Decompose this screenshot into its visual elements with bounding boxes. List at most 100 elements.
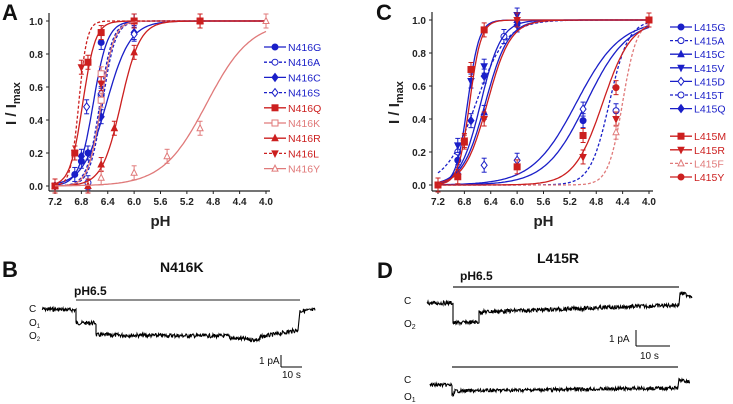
scale-label-time-b: 10 s xyxy=(282,370,301,381)
fit-curve xyxy=(437,19,649,185)
legend-item-l415t: L415T xyxy=(670,90,724,102)
legend-item-l415d: L415D xyxy=(670,76,725,88)
x-tick-label: 7.2 xyxy=(431,197,445,208)
series-n416y xyxy=(55,13,270,187)
legend-marker xyxy=(677,158,685,167)
series-n416s xyxy=(51,20,266,194)
data-point xyxy=(467,66,475,73)
x-tick-label: 4.0 xyxy=(259,197,273,208)
legend-item-n416l: N416L xyxy=(264,148,319,160)
panel-letter-d: D xyxy=(377,258,393,283)
legend-label: L415F xyxy=(694,158,724,170)
data-point xyxy=(84,58,92,66)
x-tick-label: 4.4 xyxy=(616,197,630,208)
x-tick-label: 6.8 xyxy=(74,197,88,208)
panel-letter-a: A xyxy=(2,0,18,25)
legend-label: L415T xyxy=(694,90,724,102)
trace-title-b: N416K xyxy=(160,259,204,275)
data-point xyxy=(97,159,105,168)
series-n416l xyxy=(51,20,266,194)
y-tick-label: 0.0 xyxy=(412,181,426,192)
data-point xyxy=(480,160,488,171)
legend-marker xyxy=(677,173,685,181)
fit-curve xyxy=(438,25,650,186)
data-point xyxy=(97,173,105,181)
legend-marker xyxy=(271,43,279,51)
legend-item-n416r: N416R xyxy=(264,133,321,145)
legend-label: L415M xyxy=(694,131,726,143)
data-point xyxy=(460,137,469,146)
x-tick-label: 5.6 xyxy=(537,197,551,208)
x-tick-label: 5.2 xyxy=(563,197,577,208)
scale-label-current-d: 1 pA xyxy=(609,334,630,345)
condition-label-d: pH6.5 xyxy=(460,269,493,283)
data-point xyxy=(97,80,105,89)
series-n416g xyxy=(51,13,266,194)
legend-marker xyxy=(271,58,279,66)
legend-marker xyxy=(677,64,685,73)
y-tick-label: 1.0 xyxy=(412,16,426,27)
series-l415r xyxy=(437,12,649,185)
legend-item-l415a: L415A xyxy=(670,36,724,48)
data-point xyxy=(513,17,521,25)
series-n416r xyxy=(51,13,266,194)
x-axis-title: pH xyxy=(151,213,171,230)
x-tick-label: 6.0 xyxy=(510,197,524,208)
legend-label: N416C xyxy=(288,72,321,84)
legend-item-n416s: N416S xyxy=(264,88,320,100)
current-trace-d-2 xyxy=(429,377,691,397)
legend-item-n416q: N416Q xyxy=(264,103,321,115)
scale-label-time-d: 10 s xyxy=(640,351,659,362)
x-tick-label: 4.8 xyxy=(589,197,603,208)
legend-marker xyxy=(271,104,279,112)
data-point xyxy=(130,29,138,40)
data-point xyxy=(467,115,475,126)
data-point xyxy=(480,71,488,81)
data-point xyxy=(645,16,653,24)
y-tick-label: 0.4 xyxy=(29,116,43,127)
legend-item-n416a: N416A xyxy=(264,57,320,69)
legend-label: L415Y xyxy=(694,172,724,184)
legend-marker xyxy=(271,150,279,159)
state-label-d1-c: C xyxy=(404,296,411,307)
fit-curve xyxy=(55,30,267,187)
data-point xyxy=(163,151,171,160)
legend-item-n416c: N416C xyxy=(264,72,321,84)
x-tick-label: 5.2 xyxy=(180,197,194,208)
legend-label: L415R xyxy=(694,145,725,157)
data-point xyxy=(579,117,587,125)
legend-marker xyxy=(677,76,685,87)
data-point xyxy=(77,151,85,162)
legend-label: L415A xyxy=(694,36,724,48)
plot-area xyxy=(51,13,270,194)
legend-marker xyxy=(677,49,685,58)
legend-label: N416S xyxy=(288,88,320,100)
legend-item-l415g: L415G xyxy=(670,22,726,34)
legend-marker xyxy=(677,91,685,99)
y-tick-label: 0.6 xyxy=(412,82,426,93)
state-label-c: C xyxy=(29,304,36,315)
legend-label: N416G xyxy=(288,42,321,54)
data-point xyxy=(262,16,270,24)
y-tick-label: 0.8 xyxy=(29,50,43,61)
legend-label: N416Y xyxy=(288,164,320,176)
legend-marker xyxy=(677,37,685,45)
data-point xyxy=(612,116,620,124)
legend-marker xyxy=(271,87,279,98)
data-point xyxy=(97,70,105,78)
x-tick-label: 6.4 xyxy=(484,197,498,208)
legend-label: N416A xyxy=(288,57,320,69)
data-point xyxy=(480,63,488,71)
legend-label: L415Q xyxy=(694,104,726,116)
y-axis-title: I / Imax xyxy=(3,81,23,125)
legend-item-n416y: N416Y xyxy=(264,164,320,176)
legend-label: N416K xyxy=(288,118,320,130)
data-point xyxy=(97,96,105,104)
data-point xyxy=(130,47,138,56)
legend-label: L415G xyxy=(694,22,726,34)
data-point xyxy=(84,148,92,158)
legend-item-l415m: L415M xyxy=(670,131,726,143)
state-label-d2-o1: O1 xyxy=(404,392,416,404)
legend-marker xyxy=(677,23,685,31)
